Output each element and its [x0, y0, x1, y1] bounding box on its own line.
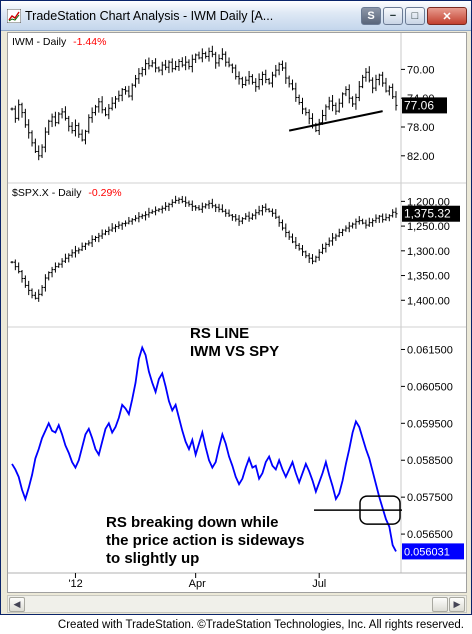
note-line1: RS breaking down while: [106, 514, 279, 531]
note-line3: to slightly up: [106, 550, 199, 567]
panel1-symbol: IWM - Daily: [12, 36, 67, 48]
x-tick-label: '12: [68, 578, 82, 590]
rs-label-line1: RS LINE: [190, 325, 249, 342]
y-tick-label: 0.056500: [407, 529, 453, 541]
window-title: TradeStation Chart Analysis - IWM Daily …: [25, 9, 274, 23]
x-tick-label: Apr: [189, 578, 206, 590]
window-controls: S − □ ✕: [361, 7, 467, 25]
chart-svg: IWM - Daily -1.44% $SPX.X - Daily -0.29%…: [8, 33, 466, 590]
panel1-header: IWM - Daily -1.44%: [12, 36, 106, 48]
y-tick-label: 1,300.00: [407, 246, 450, 258]
symbol-link-button[interactable]: S: [361, 7, 381, 25]
time-scrollbar[interactable]: ◀ ▶: [7, 595, 467, 613]
note-line2: the price action is sideways: [106, 532, 304, 549]
panel3-current-value: 0.056031: [404, 546, 450, 558]
y-tick-label: 1,400.00: [407, 295, 450, 307]
y-tick-label: 0.057500: [407, 492, 453, 504]
y-tick-label: 70.00: [407, 64, 435, 76]
maximize-button[interactable]: □: [405, 7, 425, 25]
panel3-current-value-bg: [402, 543, 464, 560]
panel1-change: -1.44%: [73, 36, 106, 48]
y-tick-label: 1,350.00: [407, 271, 450, 283]
panel2-current-price-bg: [402, 205, 460, 222]
title-bar[interactable]: TradeStation Chart Analysis - IWM Daily …: [1, 1, 471, 31]
chart-area[interactable]: IWM - Daily -1.44% $SPX.X - Daily -0.29%…: [7, 32, 467, 593]
panel1-current-price-bg: [402, 97, 447, 114]
panel2-current-price: 1,375.32: [404, 207, 451, 221]
tradestation-app-icon: [7, 9, 21, 23]
scroll-thumb[interactable]: [432, 597, 448, 612]
rs-line-series: [11, 345, 397, 552]
iwm-support-trendline: [288, 110, 383, 132]
y-tick-label: 0.060500: [407, 381, 453, 393]
footer-credit: Created with TradeStation. ©TradeStation…: [0, 617, 472, 634]
y-tick-label: 0.061500: [407, 344, 453, 356]
panel2-symbol: $SPX.X - Daily: [12, 187, 82, 199]
rs-label-line2: IWM VS SPY: [190, 343, 279, 360]
y-tick-label: 1,250.00: [407, 221, 450, 233]
x-tick-label: Jul: [312, 578, 326, 590]
y-tick-label: 78.00: [407, 122, 435, 134]
scroll-left-arrow-icon[interactable]: ◀: [9, 597, 25, 612]
y-tick-label: 1,200.00: [407, 196, 450, 208]
y-tick-label: 82.00: [407, 151, 435, 163]
scroll-right-arrow-icon[interactable]: ▶: [449, 597, 465, 612]
rs-breakdown-highlight-box: [359, 495, 401, 525]
panel2-header: $SPX.X - Daily -0.29%: [12, 187, 122, 199]
minimize-button[interactable]: −: [383, 7, 403, 25]
panel1-current-price: 77.06: [404, 98, 434, 112]
close-button[interactable]: ✕: [427, 7, 467, 25]
chart-window: TradeStation Chart Analysis - IWM Daily …: [0, 0, 472, 615]
y-tick-label: 0.058500: [407, 455, 453, 467]
panel2-change: -0.29%: [88, 187, 121, 199]
y-tick-label: 0.059500: [407, 418, 453, 430]
